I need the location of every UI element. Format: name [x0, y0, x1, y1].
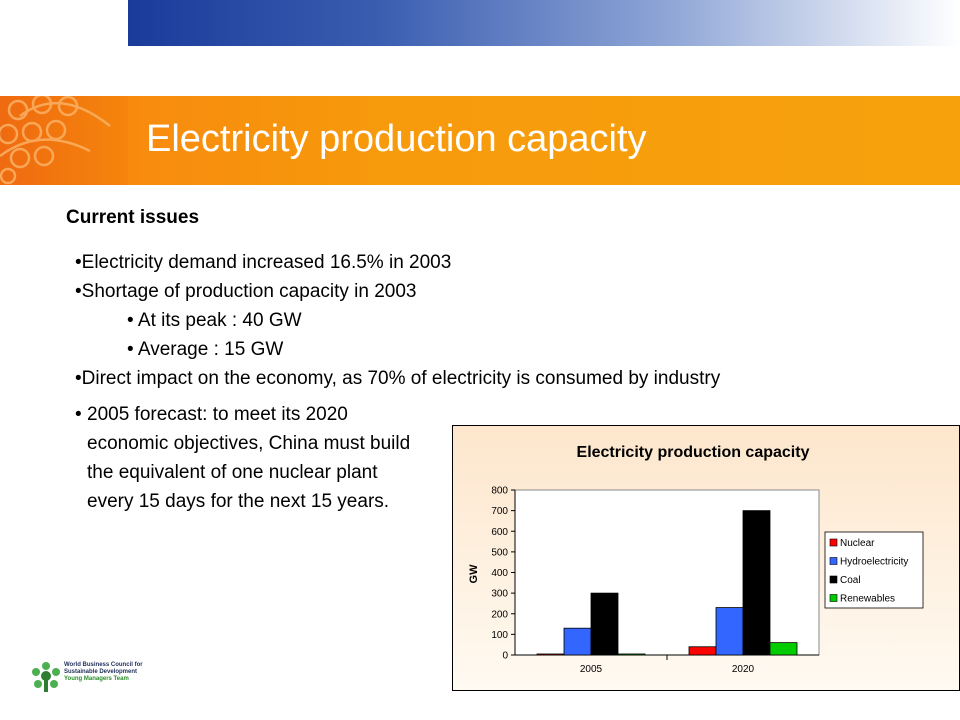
decorative-circles-logo — [0, 96, 128, 185]
sub-bullet-item: • Average : 15 GW — [127, 339, 284, 360]
legend-label: Renewables — [840, 594, 895, 605]
top-gradient-band — [128, 0, 960, 46]
bar-nuclear-2020 — [688, 646, 717, 656]
y-tick-label: 500 — [491, 547, 508, 558]
page-title: Electricity production capacity — [146, 118, 647, 160]
chart-title: Electricity production capacity — [577, 444, 810, 461]
forecast-bullet: • 2005 forecast: to meet its 2020 econom… — [75, 400, 420, 516]
y-tick-label: 700 — [491, 506, 508, 517]
bullet-item: •Electricity demand increased 16.5% in 2… — [75, 252, 452, 273]
bullet-item: •Shortage of production capacity in 2003 — [75, 281, 417, 302]
bullet-list: •Electricity demand increased 16.5% in 2… — [75, 248, 720, 393]
bar-hydroelectricity-2020 — [715, 607, 744, 656]
bullet-item: •Direct impact on the economy, as 70% of… — [75, 368, 721, 389]
legend-swatch — [829, 557, 838, 565]
y-tick-label: 200 — [491, 609, 508, 620]
bar-coal-2020 — [742, 510, 771, 656]
legend-swatch — [829, 575, 838, 584]
y-tick-label: 300 — [491, 589, 508, 600]
legend-label: Nuclear — [840, 538, 875, 549]
chart-legend: Nuclear Hydroelectricity Coal Renewables — [824, 531, 924, 609]
y-axis-label: GW — [468, 564, 480, 584]
y-tick-label: 800 — [491, 486, 508, 497]
legend-swatch — [829, 538, 838, 547]
bar-hydroelectricity-2005 — [563, 627, 592, 656]
bar-coal-2005 — [590, 592, 619, 656]
bar-renewables-2005 — [617, 653, 646, 656]
y-tick-label: 400 — [491, 568, 508, 579]
bar-renewables-2020 — [769, 642, 798, 656]
y-tick-label: 0 — [502, 651, 508, 662]
legend-box — [824, 531, 924, 609]
wbcsd-logo-icon — [30, 660, 62, 699]
x-tick-label: 2005 — [580, 664, 603, 675]
legend-label: Hydroelectricity — [840, 557, 908, 568]
plot-area — [514, 489, 820, 656]
forecast-text: 2005 forecast: to meet its 2020 economic… — [87, 404, 411, 512]
x-tick-label: 2020 — [732, 664, 755, 675]
footer-org-name: World Business Council for Sustainable D… — [64, 662, 143, 682]
bar-nuclear-2005 — [536, 653, 565, 656]
title-bar — [0, 96, 960, 185]
y-tick-label: 100 — [491, 630, 508, 641]
chart-frame: Electricity production capacity GW 0 100 2… — [452, 425, 960, 691]
legend-label: Coal — [840, 575, 861, 586]
legend-swatch — [829, 594, 838, 602]
sub-bullet-item: • At its peak : 40 GW — [127, 310, 302, 331]
y-tick-label: 600 — [491, 527, 508, 538]
section-heading: Current issues — [66, 207, 200, 228]
bar-chart: Electricity production capacity GW 0 100 2… — [468, 444, 924, 675]
